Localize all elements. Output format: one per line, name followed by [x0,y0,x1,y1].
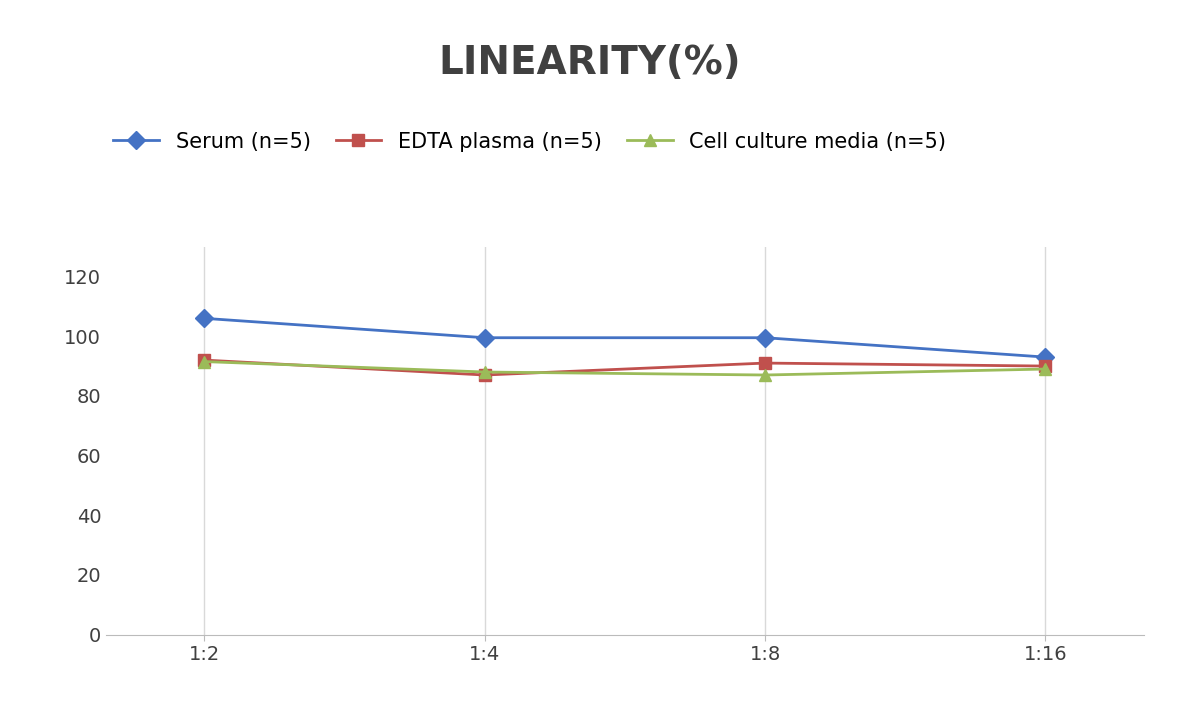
EDTA plasma (n=5) [477,371,492,379]
Serum (n=5) [197,314,211,323]
Line: Serum (n=5): Serum (n=5) [198,312,1052,363]
Cell culture media (n=5) [758,371,772,379]
Cell culture media (n=5) [197,357,211,366]
Legend: Serum (n=5), EDTA plasma (n=5), Cell culture media (n=5): Serum (n=5), EDTA plasma (n=5), Cell cul… [105,123,955,160]
Line: Cell culture media (n=5): Cell culture media (n=5) [198,355,1052,381]
Serum (n=5) [758,333,772,342]
EDTA plasma (n=5) [1039,362,1053,370]
Cell culture media (n=5) [1039,364,1053,373]
Line: EDTA plasma (n=5): EDTA plasma (n=5) [198,354,1052,381]
Serum (n=5) [1039,353,1053,362]
EDTA plasma (n=5) [758,359,772,367]
EDTA plasma (n=5) [197,356,211,364]
Serum (n=5) [477,333,492,342]
Text: LINEARITY(%): LINEARITY(%) [439,44,740,82]
Cell culture media (n=5) [477,368,492,376]
